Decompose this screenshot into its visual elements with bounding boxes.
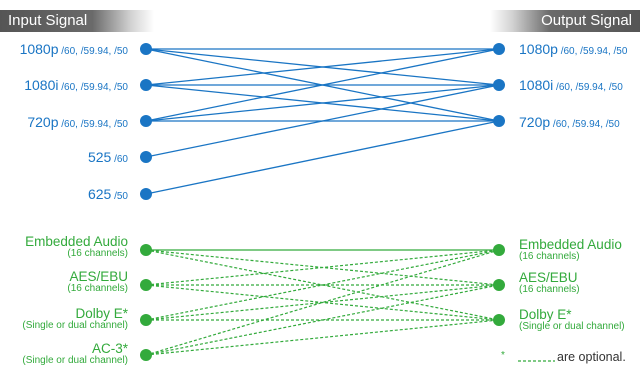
audio-output-embedded: Embedded Audio (16 channels): [519, 237, 622, 263]
audio-connection-3-0: [145, 249, 500, 356]
audio-input-node-2: [140, 314, 152, 326]
audio-connection-2-1: [145, 284, 500, 321]
video-input-525: 525 /60: [87, 149, 128, 165]
video-output-1080i: 1080i /60, /59.94, /50: [519, 77, 623, 93]
video-output-720p: 720p /60, /59.94, /50: [519, 114, 620, 130]
audio-connection-lines: [145, 249, 500, 356]
audio-input-node-0: [140, 244, 152, 256]
video-connection-2-0: [145, 48, 500, 122]
audio-input-dolby-e: Dolby E* (Single or dual channel): [22, 306, 128, 332]
video-input-node-2: [140, 115, 152, 127]
audio-output-node-1: [493, 279, 505, 291]
video-output-node-0: [493, 43, 505, 55]
audio-output-node-2: [493, 314, 505, 326]
video-output-node-1: [493, 79, 505, 91]
audio-input-node-1: [140, 279, 152, 291]
video-input-1080p: 1080p /60, /59.94, /50: [19, 41, 128, 57]
audio-connection-3-2: [145, 319, 500, 356]
video-output-1080p: 1080p /60, /59.94, /50: [519, 41, 628, 57]
signal-nodes: [140, 43, 505, 361]
video-input-node-0: [140, 43, 152, 55]
audio-input-node-3: [140, 349, 152, 361]
video-input-node-4: [140, 188, 152, 200]
optional-legend: * are optional.: [501, 350, 626, 364]
audio-input-aes-ebu: AES/EBU (16 channels): [67, 269, 128, 295]
video-connection-lines: [145, 48, 500, 195]
audio-output-node-0: [493, 244, 505, 256]
video-connection-2-1: [145, 84, 500, 122]
audio-input-embedded: Embedded Audio (16 channels): [25, 234, 128, 260]
video-input-1080i: 1080i /60, /59.94, /50: [24, 77, 128, 93]
audio-output-dolby-e: Dolby E* (Single or dual channel): [519, 307, 625, 333]
input-signal-header: Input Signal: [0, 10, 154, 32]
output-signal-header: Output Signal: [490, 10, 640, 32]
audio-output-aes-ebu: AES/EBU (16 channels): [519, 270, 580, 296]
video-input-720p: 720p /60, /59.94, /50: [27, 114, 128, 130]
video-output-node-2: [493, 115, 505, 127]
video-connection-4-2: [145, 120, 500, 195]
legend-text: are optional.: [557, 350, 626, 364]
video-input-625: 625 /50: [87, 186, 128, 202]
video-input-node-1: [140, 79, 152, 91]
video-input-node-3: [140, 151, 152, 163]
video-connection-3-1: [145, 84, 500, 158]
legend-asterisk: *: [501, 350, 505, 361]
audio-input-ac3: AC-3* (Single or dual channel): [22, 341, 128, 367]
video-connection-1-0: [145, 48, 500, 86]
audio-connection-1-0: [145, 249, 500, 286]
